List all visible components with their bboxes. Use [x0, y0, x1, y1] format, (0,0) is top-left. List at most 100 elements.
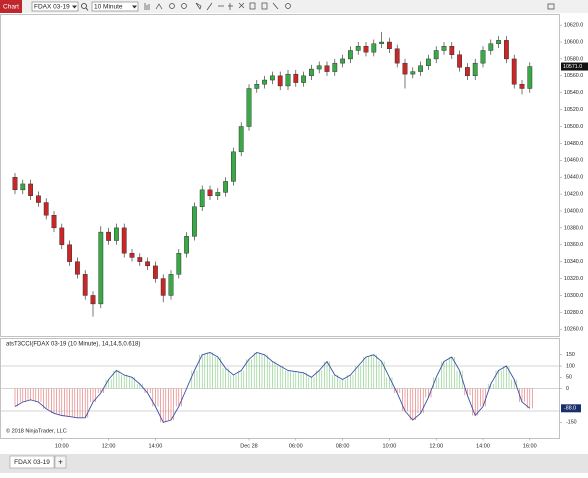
y-tick-label: 10520.0 [564, 107, 583, 113]
last-value-label: -88.0 [564, 406, 576, 412]
y-tick-label: 10480.0 [564, 141, 583, 147]
x-tick-label: 16:00 [523, 443, 537, 449]
candle-body [293, 73, 299, 83]
candle-body [152, 265, 158, 279]
candle-body [488, 43, 494, 51]
y-tick-label: 0 [566, 386, 569, 392]
candle-body [51, 215, 57, 229]
indicator-title: atsT3CCI(FDAX 03-19 (10 Minute), 14,14,5… [6, 342, 140, 348]
candle-body [277, 75, 283, 87]
candle-body [223, 181, 228, 193]
y-tick-label: 10260.0 [564, 327, 583, 333]
candle-body [90, 295, 96, 305]
candle-body [348, 50, 353, 60]
search-icon[interactable] [81, 3, 87, 9]
instrument-select[interactable] [31, 1, 79, 12]
candle-body [527, 66, 533, 89]
candle-body [316, 65, 322, 70]
candle-body [12, 176, 18, 191]
candle-body [160, 278, 166, 296]
candle-body [262, 79, 267, 85]
candle-body [394, 48, 400, 64]
candle-body [121, 227, 127, 254]
candle-body [28, 183, 33, 196]
candle-body [457, 54, 462, 68]
candle-body [20, 183, 26, 191]
y-tick-label: 10560.0 [564, 73, 583, 79]
candle-body [238, 126, 244, 153]
candle-body [449, 46, 455, 55]
y-tick-label: 10380.0 [564, 225, 583, 231]
toolbar-icons[interactable] [144, 2, 555, 11]
last-price-box [561, 62, 588, 71]
last-value-box [561, 404, 581, 413]
candle-body [301, 75, 306, 83]
y-tick-label: 10300.0 [564, 293, 583, 299]
y-tick-label: 10360.0 [564, 242, 583, 248]
y-tick-label: 10620.0 [564, 23, 583, 29]
candle-body [480, 50, 486, 64]
candle-body [113, 227, 119, 241]
candle-body [137, 257, 143, 262]
candle-body [355, 46, 361, 51]
cci-line [14, 351, 531, 423]
candle-body [472, 62, 478, 77]
x-tick-label: 14:00 [149, 443, 163, 449]
interval-select[interactable] [91, 1, 139, 12]
y-tick-label: 10460.0 [564, 158, 583, 164]
toolbar: Chart FDAX 03-19 10 Minute [0, 0, 588, 13]
candle-body [285, 73, 291, 87]
candle-body [67, 244, 73, 262]
candle-body [246, 88, 252, 127]
candle-body [145, 261, 150, 267]
toolbar-bg [0, 0, 588, 13]
y-tick-label: 10400.0 [564, 208, 583, 214]
x-tick-label: 12:00 [429, 443, 443, 449]
add-tab[interactable] [54, 455, 67, 469]
candle-body [402, 62, 408, 75]
dropdown-arrow [132, 5, 137, 9]
chart-tab-label: Chart [3, 4, 19, 11]
tab-bar [0, 454, 588, 473]
y-tick-label: 10500.0 [564, 124, 583, 130]
candle-body [168, 274, 174, 296]
candle-body [270, 75, 275, 81]
instrument-tab[interactable] [9, 455, 55, 469]
dropdown-arrow [72, 5, 77, 9]
y-tick-label: 100 [566, 363, 575, 369]
candle-body [176, 253, 182, 275]
candle-body [309, 68, 314, 77]
y-tick-label: 10540.0 [564, 90, 583, 96]
candle-body [371, 43, 377, 53]
candle-body [387, 41, 392, 49]
copyright: © 2018 NinjaTrader, LLC [6, 427, 67, 434]
candle-body [207, 189, 213, 196]
last-price-label: 10571.0 [563, 64, 582, 70]
candle-body [74, 261, 80, 275]
candle-body [129, 253, 135, 258]
candle-body [433, 50, 439, 60]
candle-body [410, 71, 416, 75]
candle-body [426, 58, 431, 66]
candle-body [230, 151, 236, 182]
x-tick-label: 10:00 [55, 443, 69, 449]
candle-body [504, 40, 509, 60]
y-tick-label: 10340.0 [564, 259, 583, 265]
instrument-label: FDAX 03-19 [34, 4, 70, 11]
add-tab-label: + [58, 458, 63, 467]
candle-body [511, 58, 517, 85]
candle-body [519, 84, 525, 89]
x-tick-label: 08:00 [336, 443, 350, 449]
candle-body [191, 206, 197, 237]
chart-tab[interactable] [0, 0, 22, 13]
x-tick-label: 12:00 [102, 443, 116, 449]
candle-body [332, 62, 338, 72]
candle-body [324, 65, 330, 72]
y-tick-label: 150 [566, 352, 575, 358]
candle-body [184, 236, 189, 254]
search-icon-handle [85, 7, 89, 11]
candle-body [340, 58, 345, 64]
candle-body [379, 41, 384, 44]
